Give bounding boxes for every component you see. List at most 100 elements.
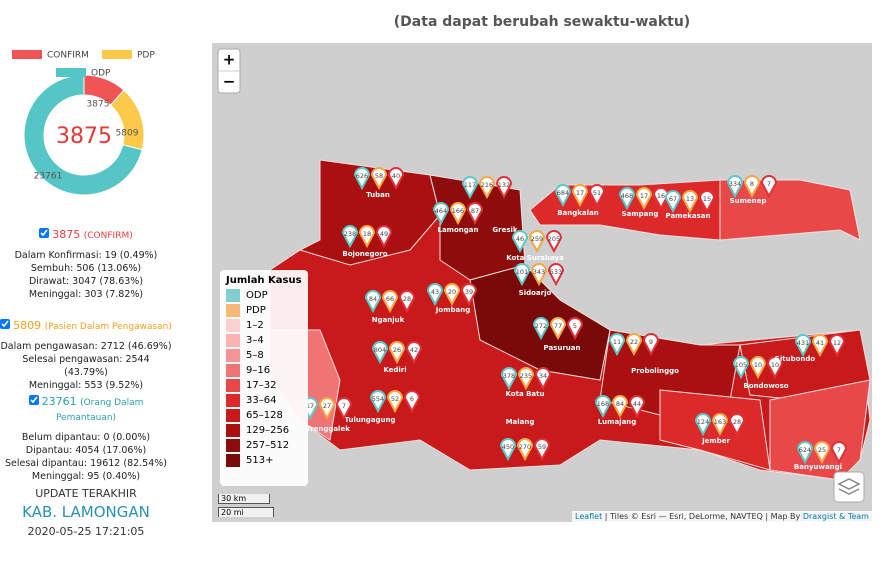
map-legend: Jumlah Kasus ODP PDP 1–2 3–4 5–8 9–16 17–32 33–…: [220, 270, 308, 486]
marker-label: 334: [729, 180, 741, 188]
legend-row: ODP: [226, 288, 308, 303]
marker-label: 450: [502, 443, 514, 451]
marker-pin: [369, 390, 387, 414]
region-label: Bojonegoro: [342, 250, 387, 258]
marker-label: 52: [391, 395, 399, 403]
team-link[interactable]: Draxgist & Team: [802, 512, 869, 521]
legend-swatch: [102, 50, 132, 59]
legend-swatch: [226, 349, 240, 362]
marker-label: 15: [703, 195, 711, 203]
marker-label: 235: [520, 372, 532, 380]
pdp-label: (Pasien Dalam Pengawasan): [44, 322, 172, 332]
region-label: Probolinggo: [631, 367, 679, 375]
marker-label: 117: [464, 181, 476, 189]
marker-label: 216: [481, 181, 493, 189]
marker-label: 77: [554, 322, 562, 330]
marker-pin: [547, 263, 565, 287]
marker-label: 259: [531, 235, 543, 243]
legend-label: 3–4: [246, 335, 264, 346]
region-label: Sidoarjo: [519, 289, 552, 297]
marker-pin: [608, 333, 626, 357]
marker-label: 624: [799, 446, 811, 454]
confirm-checkbox[interactable]: [39, 228, 50, 238]
legend-swatch: [226, 364, 240, 377]
legend-label: 1–2: [246, 320, 264, 331]
update-title: UPDATE TERAKHIR: [35, 487, 137, 500]
marker-pin: [664, 190, 682, 214]
marker-label: 12: [833, 339, 841, 347]
stat-line: Sembuh: 506 (13.06%): [30, 263, 142, 274]
marker-pin: [358, 225, 376, 249]
confirm-label: (CONFIRM): [83, 231, 133, 241]
stat-line: Belum dipantau: 0 (0.00%): [21, 432, 151, 443]
marker-label: 554: [372, 395, 384, 403]
confirm-total: 3875: [52, 228, 81, 241]
marker-label: 7: [837, 446, 841, 454]
marker-label: 272: [535, 322, 547, 330]
marker-label: 7: [767, 180, 771, 188]
marker-pin: [749, 356, 767, 380]
legend-label: ODP: [246, 290, 268, 301]
legend-label: 17–32: [246, 380, 277, 391]
marker-pin: [532, 317, 550, 341]
region-label: Trenggalek: [306, 425, 350, 433]
marker-label: 26: [393, 346, 401, 354]
legend-row: 17–32: [226, 378, 308, 393]
attribution: Leaflet | Tiles © Esri — Esri, DeLorme, …: [572, 511, 872, 522]
marker-pin: [618, 187, 636, 211]
region-label: Sumenep: [730, 197, 767, 205]
marker-pin: [461, 176, 479, 200]
marker-pin: [460, 283, 478, 307]
region-label: Jember: [701, 437, 730, 445]
marker-label: 13: [686, 195, 694, 203]
marker-label: 39: [465, 288, 473, 296]
region-label: Kediri: [383, 366, 406, 374]
zoom-in[interactable]: +: [223, 51, 236, 69]
leaflet-link[interactable]: Leaflet: [575, 512, 603, 521]
marker-label: 431: [797, 339, 809, 347]
marker-pin: [571, 184, 589, 208]
region-label: Jombang: [435, 306, 470, 314]
update-time: 2020-05-25 17:21:05: [27, 525, 145, 538]
odp-checkbox[interactable]: [28, 395, 39, 405]
marker-label: 40: [392, 172, 400, 180]
marker-label: 626: [356, 172, 368, 180]
marker-label: 25: [818, 446, 826, 454]
marker-label: 464: [435, 207, 447, 215]
marker-pin: [796, 441, 814, 465]
region-label: Kota Surabaya: [506, 254, 564, 262]
marker-pin: [732, 356, 750, 380]
marker-label: 44: [633, 400, 641, 408]
marker-label: 17: [640, 192, 648, 200]
donut-center: 3875: [56, 124, 112, 149]
legend-swatch: [56, 68, 86, 77]
pdp-checkbox[interactable]: [0, 319, 11, 329]
marker-label: 27: [323, 402, 331, 410]
layers-control[interactable]: [833, 471, 865, 503]
marker-label: 18: [363, 230, 371, 238]
marker-label: 533: [550, 268, 562, 276]
marker-pin: [495, 176, 513, 200]
confirm-block: 3875 (CONFIRM) Dalam Konfirmasi: 19 (0.4…: [0, 228, 172, 301]
marker-label: 101: [516, 268, 528, 276]
marker-pin: [534, 367, 552, 391]
marker-pin: [566, 317, 584, 341]
zoom-out[interactable]: −: [223, 73, 236, 91]
legend-swatch: [226, 394, 240, 407]
region-label: Tuban: [366, 191, 390, 199]
stat-line: Dirawat: 3047 (78.63%): [28, 276, 144, 287]
marker-label: 9: [649, 338, 653, 346]
marker-label: 132: [498, 181, 510, 189]
marker-pin: [611, 395, 629, 419]
region-label: Lumajang: [598, 418, 637, 426]
marker-label: 43: [431, 288, 439, 296]
attribution-text: | Tiles © Esri — Esri, DeLorme, NAVTEQ |…: [602, 512, 803, 521]
pdp-block: 5809 (Pasien Dalam Pengawasan) Dalam pen…: [0, 319, 172, 392]
marker-pin: [353, 167, 371, 191]
legend-swatch: [226, 334, 240, 347]
marker-pin: [426, 283, 444, 307]
region-label: Bangkalan: [557, 209, 599, 217]
marker-pin: [625, 333, 643, 357]
marker-pin: [341, 225, 359, 249]
